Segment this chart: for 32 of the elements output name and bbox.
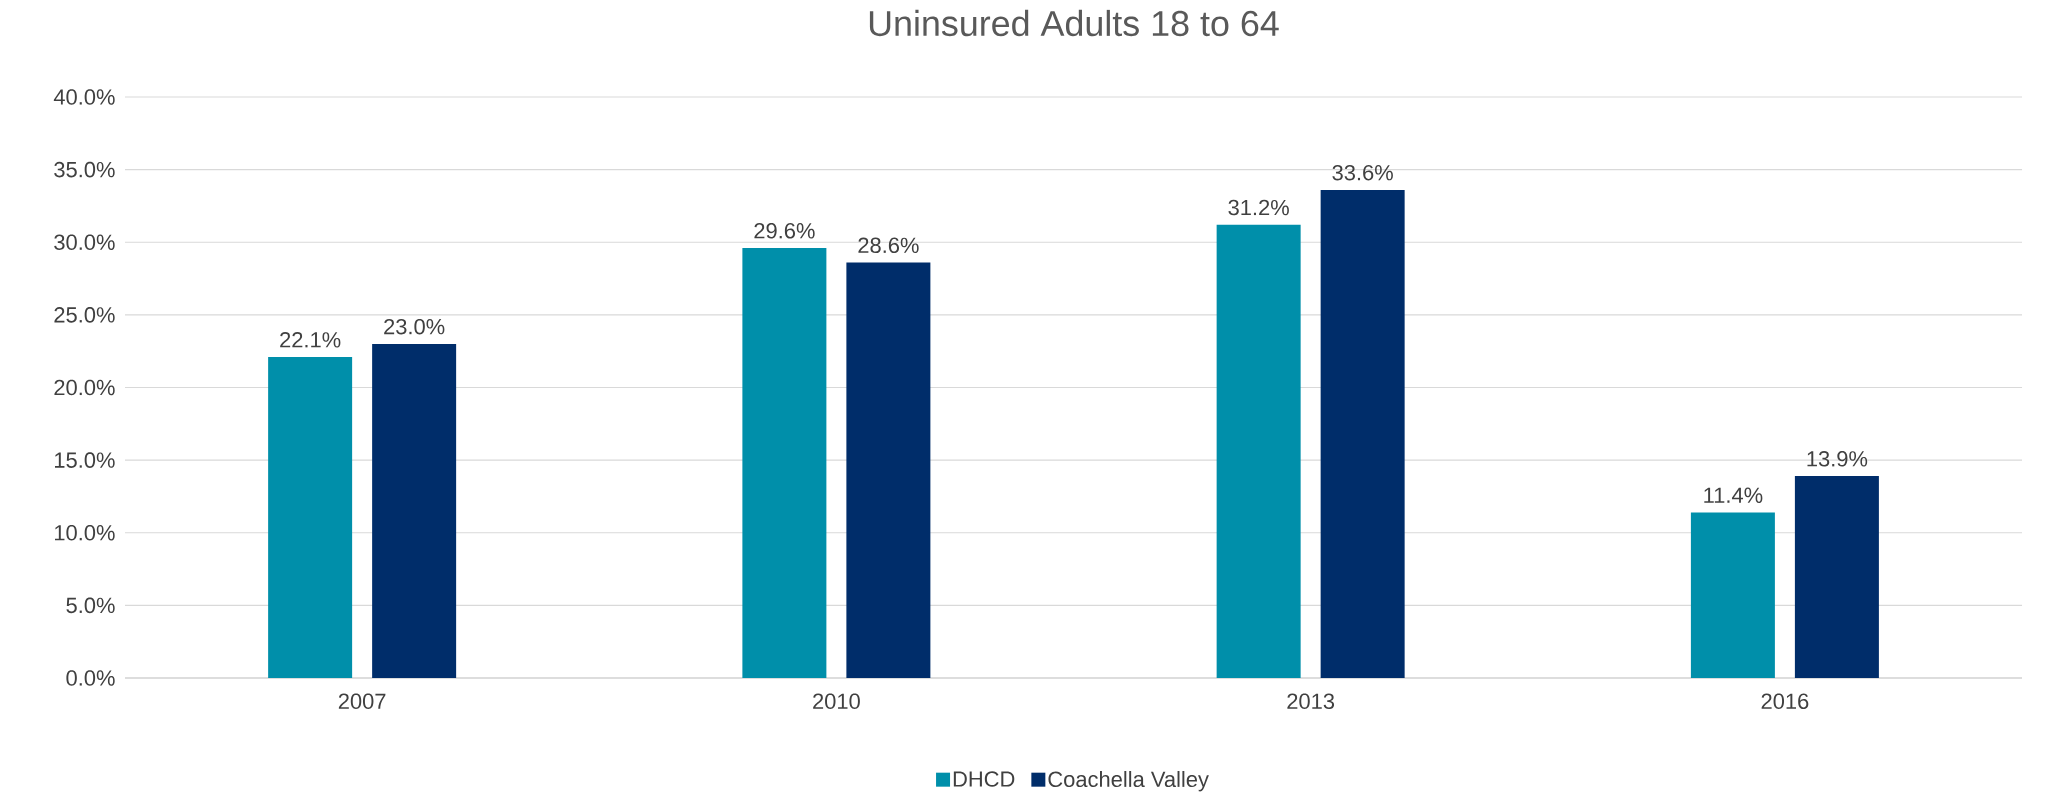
bar bbox=[268, 357, 353, 678]
data-label: 31.2% bbox=[1228, 199, 1289, 216]
y-tick-label: 20.0% bbox=[54, 379, 115, 396]
bar bbox=[372, 343, 457, 678]
y-tick-label: 10.0% bbox=[55, 524, 115, 541]
bar bbox=[1320, 189, 1405, 678]
y-tick-label: 30.0% bbox=[54, 234, 115, 251]
bar bbox=[742, 248, 827, 678]
y-tick-label: 15.0% bbox=[55, 452, 115, 468]
x-tick-label: 2007 bbox=[338, 693, 386, 710]
data-label: 11.4% bbox=[1704, 487, 1763, 503]
x-tick-label: 2016 bbox=[1761, 693, 1809, 710]
y-tick-label: 35.0% bbox=[54, 161, 115, 178]
data-label: 29.6% bbox=[754, 223, 815, 239]
data-label: 22.1% bbox=[280, 332, 341, 348]
bar bbox=[846, 262, 931, 678]
bar bbox=[1794, 476, 1879, 678]
legend-label: Coachella Valley bbox=[1048, 770, 1209, 792]
chart-title: Uninsured Adults 18 to 64 bbox=[869, 9, 1279, 37]
data-label: 33.6% bbox=[1332, 164, 1393, 181]
data-label: 23.0% bbox=[384, 318, 445, 335]
y-tick-label: 40.0% bbox=[53, 89, 115, 105]
bar bbox=[1216, 224, 1301, 678]
y-tick-label: 0.0% bbox=[66, 670, 115, 686]
x-tick-label: 2013 bbox=[1287, 693, 1335, 710]
bar bbox=[1690, 512, 1775, 678]
legend-label: DHCD bbox=[953, 771, 1015, 787]
y-tick-label: 5.0% bbox=[66, 597, 115, 614]
data-label: 13.9% bbox=[1807, 451, 1868, 467]
x-tick-label: 2010 bbox=[813, 693, 860, 710]
y-tick-label: 25.0% bbox=[54, 307, 115, 323]
data-label: 28.6% bbox=[858, 237, 919, 254]
